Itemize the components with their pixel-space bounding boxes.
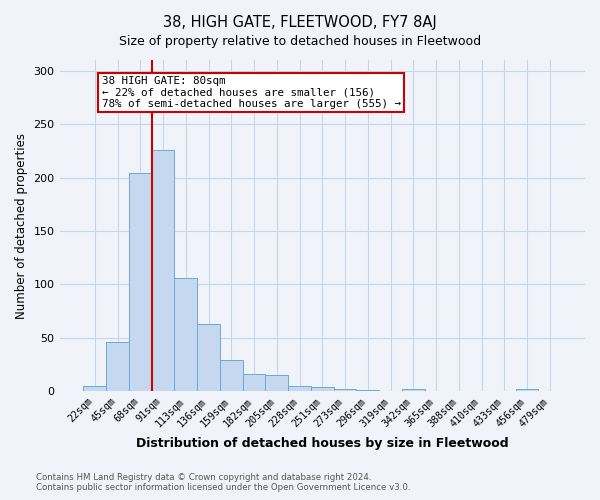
Text: Contains HM Land Registry data © Crown copyright and database right 2024.
Contai: Contains HM Land Registry data © Crown c… — [36, 473, 410, 492]
Bar — [175, 278, 197, 392]
Bar — [288, 386, 311, 392]
Bar — [311, 387, 334, 392]
Text: 38, HIGH GATE, FLEETWOOD, FY7 8AJ: 38, HIGH GATE, FLEETWOOD, FY7 8AJ — [163, 15, 437, 30]
Bar — [356, 390, 379, 392]
Bar — [265, 375, 288, 392]
Bar — [106, 342, 129, 392]
Bar — [242, 374, 265, 392]
Y-axis label: Number of detached properties: Number of detached properties — [15, 132, 28, 318]
Text: 38 HIGH GATE: 80sqm
← 22% of detached houses are smaller (156)
78% of semi-detac: 38 HIGH GATE: 80sqm ← 22% of detached ho… — [101, 76, 401, 109]
Bar — [197, 324, 220, 392]
Bar — [402, 389, 425, 392]
Bar — [515, 389, 538, 392]
Bar — [334, 389, 356, 392]
Bar — [220, 360, 242, 392]
Bar — [152, 150, 175, 392]
Bar — [83, 386, 106, 392]
X-axis label: Distribution of detached houses by size in Fleetwood: Distribution of detached houses by size … — [136, 437, 509, 450]
Bar — [129, 174, 152, 392]
Text: Size of property relative to detached houses in Fleetwood: Size of property relative to detached ho… — [119, 35, 481, 48]
